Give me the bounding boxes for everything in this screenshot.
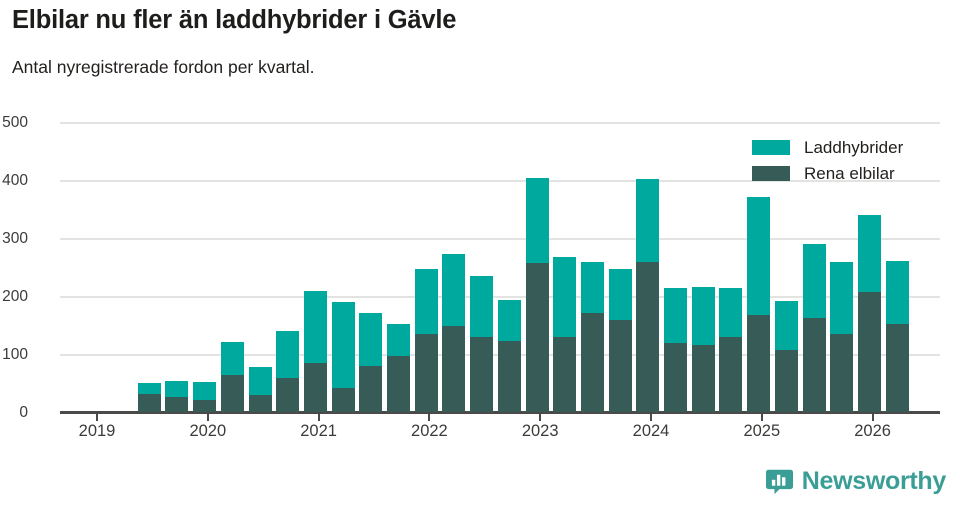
bar-column	[248, 366, 272, 412]
bar-segment-laddhybrider	[608, 269, 632, 321]
bar-column	[359, 313, 383, 412]
bar-column	[137, 383, 161, 412]
footer-branding: Newsworthy	[765, 467, 947, 495]
bar-segment-laddhybrider	[885, 260, 909, 324]
bar-segment-rena-elbilar	[747, 314, 771, 412]
bar-segment-rena-elbilar	[802, 318, 826, 412]
bar-segment-rena-elbilar	[137, 394, 161, 412]
bar-segment-rena-elbilar	[414, 333, 438, 412]
bar-segment-laddhybrider	[220, 342, 244, 376]
bar-column	[802, 244, 826, 412]
bar-segment-laddhybrider	[497, 299, 521, 341]
bar-segment-rena-elbilar	[359, 365, 383, 412]
bar-segment-laddhybrider	[857, 214, 881, 292]
bar-segment-laddhybrider	[387, 323, 410, 357]
bar-column	[885, 260, 909, 412]
bar-segment-rena-elbilar	[664, 342, 687, 412]
bar-column	[497, 299, 521, 412]
legend-item[interactable]: Laddhybrider	[752, 134, 903, 160]
bar-column	[525, 178, 549, 412]
bar-column	[580, 262, 604, 412]
bar-column	[220, 342, 244, 412]
bar-column	[553, 257, 577, 412]
legend-item-label: Laddhybrider	[804, 137, 904, 157]
bar-segment-rena-elbilar	[165, 396, 189, 412]
bar-segment-laddhybrider	[830, 262, 854, 335]
bar-segment-laddhybrider	[165, 380, 189, 397]
bar-segment-laddhybrider	[248, 366, 272, 395]
bar-column	[470, 275, 494, 412]
bar-segment-rena-elbilar	[608, 320, 632, 412]
bar-column	[442, 253, 466, 412]
bar-segment-laddhybrider	[193, 381, 217, 400]
bar-column	[719, 287, 743, 412]
bar-segment-rena-elbilar	[885, 323, 909, 412]
bar-column	[193, 381, 217, 412]
bar-segment-laddhybrider	[553, 257, 577, 338]
bar-segment-rena-elbilar	[580, 312, 604, 412]
legend-color-swatch	[752, 165, 790, 181]
bar-segment-rena-elbilar	[719, 336, 743, 412]
bar-segment-laddhybrider	[580, 262, 604, 313]
bar-column	[303, 291, 327, 412]
bar-segment-rena-elbilar	[525, 262, 549, 412]
bar-segment-rena-elbilar	[220, 375, 244, 412]
bar-segment-rena-elbilar	[470, 336, 494, 412]
legend-item[interactable]: Rena elbilar	[752, 160, 903, 186]
bar-column	[387, 323, 410, 412]
bar-column	[608, 269, 632, 412]
bar-segment-laddhybrider	[747, 197, 771, 315]
bar-column	[331, 302, 355, 412]
bar-column	[636, 179, 660, 412]
bar-segment-rena-elbilar	[691, 345, 715, 412]
bar-segment-rena-elbilar	[442, 326, 466, 412]
bar-segment-rena-elbilar	[387, 356, 410, 412]
bar-segment-laddhybrider	[414, 269, 438, 334]
bar-segment-laddhybrider	[276, 330, 300, 378]
legend-color-swatch	[752, 139, 790, 155]
bar-column	[276, 330, 300, 412]
bar-column	[747, 197, 771, 412]
bar-segment-rena-elbilar	[830, 334, 854, 412]
bar-segment-laddhybrider	[664, 287, 687, 343]
bar-column	[414, 269, 438, 412]
bar-segment-laddhybrider	[331, 302, 355, 388]
bar-segment-laddhybrider	[303, 291, 327, 364]
bar-column	[691, 286, 715, 412]
bar-segment-rena-elbilar	[636, 262, 660, 412]
bar-segment-rena-elbilar	[553, 337, 577, 412]
bar-segment-rena-elbilar	[331, 387, 355, 412]
brand-name: Newsworthy	[801, 467, 947, 495]
bar-column	[774, 300, 798, 412]
bar-segment-laddhybrider	[137, 383, 161, 395]
bar-column	[165, 380, 189, 412]
bar-segment-rena-elbilar	[248, 394, 272, 412]
chart-subtitle: Antal nyregistrerade fordon per kvartal.	[12, 56, 315, 77]
bar-segment-laddhybrider	[691, 286, 715, 346]
bar-segment-rena-elbilar	[276, 377, 300, 412]
bar-segment-laddhybrider	[359, 313, 383, 366]
bar-segment-rena-elbilar	[303, 363, 327, 412]
bar-chart-speech-bubble-icon	[765, 468, 793, 495]
bar-segment-laddhybrider	[719, 287, 743, 337]
bar-column	[830, 262, 854, 412]
bar-segment-rena-elbilar	[193, 399, 217, 412]
bar-segment-rena-elbilar	[497, 340, 521, 412]
bar-segment-rena-elbilar	[774, 349, 798, 412]
bar-segment-laddhybrider	[525, 178, 549, 263]
bar-segment-laddhybrider	[774, 300, 798, 350]
bar-segment-laddhybrider	[470, 275, 494, 337]
chart-legend: Laddhybrider Rena elbilar	[752, 134, 903, 186]
bar-column	[857, 214, 881, 412]
bar-segment-rena-elbilar	[857, 291, 881, 412]
bar-segment-laddhybrider	[802, 244, 826, 319]
bar-segment-laddhybrider	[636, 179, 660, 263]
legend-item-label: Rena elbilar	[804, 163, 895, 183]
page-title: Elbilar nu fler än laddhybrider i Gävle	[12, 6, 457, 34]
bar-column	[664, 287, 687, 412]
bar-segment-laddhybrider	[442, 253, 466, 327]
